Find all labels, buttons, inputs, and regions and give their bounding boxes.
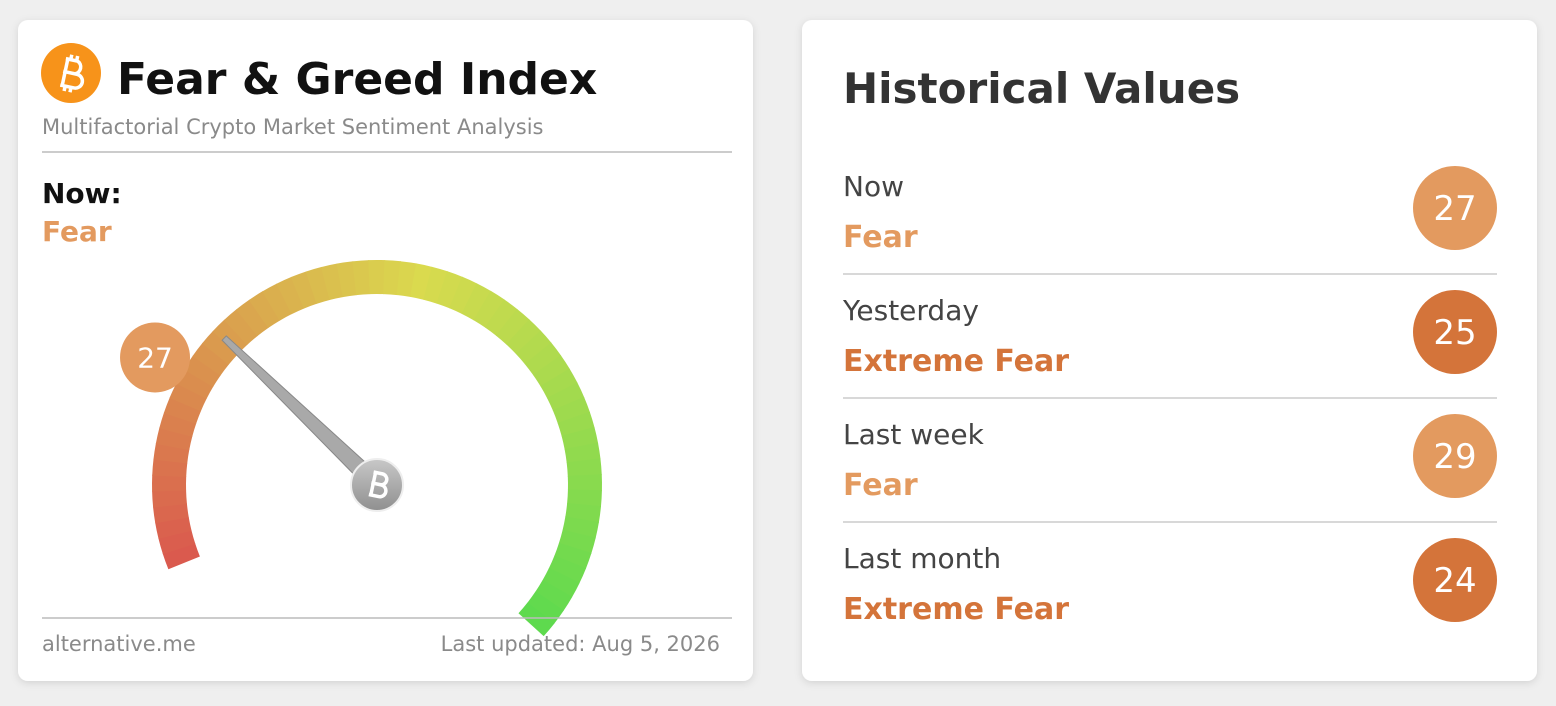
classification: Fear (843, 468, 918, 503)
gauge-arc-segment (532, 355, 570, 387)
gauge-arc-segment (495, 308, 530, 345)
gauge-arc-segment (567, 489, 602, 507)
gauge-arc-segment (540, 368, 578, 399)
gauge-arc-segment (542, 567, 580, 598)
value: 29 (1433, 437, 1476, 477)
gauge-arc-segment (554, 542, 592, 569)
period: Last week (843, 418, 985, 451)
gauge-arc-segment (202, 330, 239, 365)
gauge-arc-segment (152, 489, 187, 508)
history-card (802, 20, 1537, 681)
gauge-arc-segment (223, 309, 258, 346)
gauge-arc-segment (153, 503, 189, 524)
gauge-arc-segment (562, 516, 599, 539)
value: 24 (1433, 561, 1476, 601)
gauge-arc-segment (383, 260, 402, 296)
classification: Extreme Fear (843, 592, 1069, 627)
value: 25 (1433, 313, 1476, 353)
gauge-arc-segment (436, 271, 463, 309)
gauge-arc-segment (155, 427, 193, 451)
value-badge-text: 27 (137, 341, 173, 374)
classification: Extreme Fear (843, 344, 1069, 379)
gauge-arc-segment (183, 355, 221, 388)
gauge-arc-segment (546, 382, 585, 411)
gauge-arc-segment (153, 443, 190, 464)
gauge-arc-segment (565, 502, 602, 523)
gauge-arc-segment (423, 266, 448, 304)
value-circle (1413, 290, 1497, 374)
gauge-arc-segment (506, 319, 542, 355)
gauge-arc-segment (162, 543, 200, 570)
gauge-arc-segment (163, 397, 202, 425)
period: Last month (843, 542, 1001, 575)
gauge-arc-segment (558, 529, 596, 554)
value-circle (1413, 538, 1497, 622)
history-title: Historical Values (843, 64, 1240, 113)
source: alternative.me (42, 632, 196, 656)
history-rows: Now Fear 27 Yesterday Extreme Fear 25 Last wee… (842, 166, 1497, 627)
gauge-arc-segment (192, 342, 230, 376)
value-circle (1413, 166, 1497, 250)
gauge-arc-segment (535, 579, 573, 612)
last-updated: Last updated: Aug 5, 2026 (441, 632, 720, 656)
gauge-arc-segment (290, 271, 318, 309)
value-circle (1413, 414, 1497, 498)
gauge-arc-segment (158, 529, 196, 555)
gauge-arc-segment (527, 591, 564, 624)
gauge-arc-segment (305, 266, 331, 304)
gauge-arc-segment (461, 283, 492, 321)
period: Now (843, 170, 904, 203)
classification: Fear (843, 220, 918, 255)
gauge-arc-segment (176, 368, 214, 400)
now-classification: Fear (42, 215, 112, 248)
gauge-arc-segment (566, 458, 602, 477)
gauge-arc-segment (473, 290, 505, 328)
gauge-arc-segment (484, 299, 518, 336)
gauge-arc-segment (396, 261, 417, 298)
value: 27 (1433, 189, 1476, 229)
subtitle: Multifactorial Crypto Market Sentiment A… (42, 115, 544, 139)
gauge-arc-segment (524, 342, 562, 376)
gauge: 27 (120, 260, 602, 637)
gauge-arc-segment (515, 330, 552, 365)
hub-logo (368, 470, 389, 499)
gauge-arc-segment (276, 276, 305, 315)
gauge-arc-segment (336, 261, 357, 298)
gauge-arc-segment (552, 396, 591, 424)
gauge-arc-segment (518, 602, 555, 637)
gauge-arc-segment (248, 291, 281, 329)
gauge-arc-segment (557, 411, 595, 437)
gauge-arc-segment (352, 260, 371, 296)
gauge-arc-segment (155, 516, 192, 539)
gauge-arc-segment (548, 555, 587, 584)
period: Yesterday (842, 294, 979, 327)
gauge-arc-segment (262, 283, 293, 321)
gauge-arc-segment (152, 458, 188, 478)
gauge-arc-segment (169, 382, 207, 412)
gauge-arc-segment (236, 299, 269, 337)
value-badge (120, 322, 191, 393)
title: Fear & Greed Index (117, 54, 597, 105)
gauge-arc-segment (564, 442, 601, 464)
gauge-arc-segment (561, 427, 599, 450)
bitcoin-logo (41, 43, 101, 103)
gauge-arc-segment (410, 263, 433, 300)
now-label: Now: (42, 177, 122, 210)
gauge-arc-segment (321, 263, 344, 301)
gauge-arc-segment (449, 276, 478, 315)
gauge-arc-segment (159, 412, 197, 437)
